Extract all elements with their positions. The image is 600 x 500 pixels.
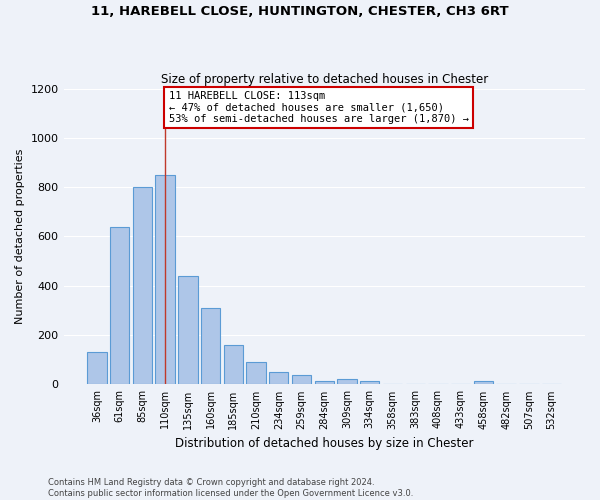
Bar [360,382,379,384]
X-axis label: Distribution of detached houses by size in Chester: Distribution of detached houses by size … [175,437,473,450]
Bar [474,382,493,384]
Bar [269,372,289,384]
Text: 11, HAREBELL CLOSE, HUNTINGTON, CHESTER, CH3 6RT: 11, HAREBELL CLOSE, HUNTINGTON, CHESTER,… [91,5,509,18]
Bar [178,276,197,384]
Bar [201,308,220,384]
Y-axis label: Number of detached properties: Number of detached properties [15,149,25,324]
Bar [337,380,356,384]
Bar [133,187,152,384]
Bar [224,345,243,385]
Text: Contains HM Land Registry data © Crown copyright and database right 2024.
Contai: Contains HM Land Registry data © Crown c… [48,478,413,498]
Bar [292,374,311,384]
Bar [247,362,266,384]
Bar [314,380,334,384]
Bar [110,226,130,384]
Bar [155,175,175,384]
Bar [87,352,107,384]
Text: 11 HAREBELL CLOSE: 113sqm
← 47% of detached houses are smaller (1,650)
53% of se: 11 HAREBELL CLOSE: 113sqm ← 47% of detac… [169,91,469,124]
Title: Size of property relative to detached houses in Chester: Size of property relative to detached ho… [161,73,488,86]
